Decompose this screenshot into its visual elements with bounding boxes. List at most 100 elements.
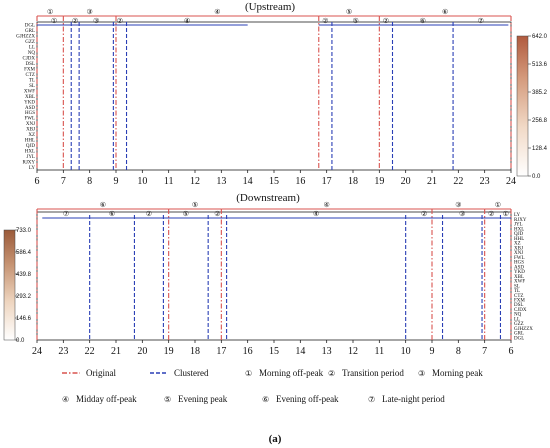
- station-label: XBL: [25, 95, 35, 100]
- station-label: XNJ: [514, 251, 523, 256]
- station-label: DGL: [25, 24, 35, 29]
- station-label: XBJ: [514, 246, 523, 251]
- x-tick-label: 22: [453, 176, 463, 187]
- legend-item: ⑥ Evening off-peak: [262, 394, 339, 404]
- station-label: RJXY: [514, 218, 527, 223]
- station-label: ASD: [514, 265, 524, 270]
- panel-label: (a): [269, 433, 282, 445]
- x-tick-label: 16: [295, 176, 305, 187]
- station-label: XZ: [514, 242, 521, 247]
- colorbar-tick-label: 733.0: [16, 228, 32, 234]
- x-tick-label: 22: [85, 346, 95, 357]
- station-label: CJDX: [514, 308, 527, 313]
- legend-item: ③ Morning peak: [418, 368, 483, 378]
- station-label: CTZ: [514, 294, 523, 299]
- station-label: XWF: [514, 280, 525, 285]
- station-label: GJHZZX: [16, 35, 35, 40]
- station-label: CJDX: [22, 56, 35, 61]
- original-period-label: ①: [47, 8, 53, 16]
- x-tick-label: 20: [137, 346, 147, 357]
- legend-item: ① Morning off-peak: [245, 368, 324, 378]
- colorbar-tick-label: 385.2: [532, 90, 548, 96]
- downstream-frame: [36, 211, 512, 341]
- x-tick-label: 21: [427, 176, 437, 187]
- clustered-period-label: ②: [117, 17, 123, 25]
- legend-label: Midday off-peak: [76, 394, 137, 404]
- station-label: JYL: [26, 155, 35, 160]
- x-tick-label: 8: [87, 176, 92, 187]
- clustered-period-label: ②: [421, 210, 427, 218]
- original-period-label: ⑥: [100, 201, 106, 209]
- upstream-station-labels: DGLGRLGJHZZXGZZLLNQCJDXDSLFXMCTZTLSLXWFX…: [16, 24, 35, 172]
- station-label: QJD: [26, 144, 36, 149]
- station-label: SL: [514, 284, 520, 289]
- x-tick-label: 17: [322, 176, 332, 187]
- legend-period-number: ⑥: [262, 395, 269, 404]
- colorbar-tick-label: 256.8: [532, 118, 548, 124]
- legend-label: Late-night period: [382, 394, 445, 404]
- station-label: XBJ: [26, 128, 35, 133]
- clustered-period-label: ②: [214, 210, 220, 218]
- station-label: LL: [514, 317, 520, 322]
- clustered-period-label: ⑤: [352, 17, 358, 25]
- clustered-period-label: ②: [383, 17, 389, 25]
- colorbar-tick-label: 586.4: [16, 250, 32, 256]
- legend-item: ⑦ Late-night period: [368, 394, 445, 404]
- station-label: ASD: [25, 106, 35, 111]
- x-tick-label: 15: [269, 176, 279, 187]
- colorbar-tick-label: 513.6: [532, 62, 548, 68]
- clustered-period-label: ④: [184, 17, 190, 25]
- x-tick-label: 12: [348, 346, 358, 357]
- clustered-period-label: ⑦: [63, 210, 69, 218]
- clustered-period-label: ⑦: [478, 17, 484, 25]
- x-tick-label: 21: [111, 346, 121, 357]
- x-tick-label: 10: [137, 176, 147, 187]
- original-period-label: ①: [495, 201, 501, 209]
- upstream-colorbar: 0.0 128.4 256.8 385.2 513.6 642.0: [516, 34, 548, 180]
- x-tick-label: 14: [295, 346, 305, 357]
- station-label: HXL: [514, 227, 524, 232]
- station-label: JYL: [514, 223, 523, 228]
- station-label: HGS: [25, 111, 35, 116]
- upstream-title: (Upstream): [245, 1, 295, 13]
- station-label: NQ: [28, 51, 36, 56]
- legend-label: Morning peak: [432, 368, 483, 378]
- upstream-boundaries: [36, 16, 512, 170]
- clustered-period-label: ⑥: [109, 210, 115, 218]
- station-label: RJXY: [22, 161, 35, 166]
- x-tick-label: 19: [374, 176, 384, 187]
- station-label: HGS: [514, 261, 524, 266]
- clustered-period-label: ⑤: [183, 210, 189, 218]
- clustered-period-label: ②: [146, 210, 152, 218]
- upstream-frame: [36, 21, 512, 171]
- station-label: FXM: [24, 67, 35, 72]
- legend: Original Clustered ① Morning off-peak ② Trans…: [62, 368, 483, 404]
- station-label: HXL: [25, 150, 35, 155]
- original-period-label: ③: [455, 201, 461, 209]
- x-tick-label: 23: [58, 346, 68, 357]
- legend-label: Transition period: [342, 368, 404, 378]
- x-tick-label: 24: [506, 176, 516, 187]
- clustered-period-label: ③: [459, 210, 465, 218]
- legend-period-number: ⑤: [164, 395, 171, 404]
- downstream-panel: (Downstream) LYRJXYJYLHXLQJDHHLXZXBJXNJF…: [3, 192, 533, 357]
- x-tick-label: 11: [375, 346, 385, 357]
- legend-label: Evening peak: [178, 394, 228, 404]
- original-period-label: ③: [87, 8, 93, 16]
- downstream-colorbar-ticks: 0.0 146.6 293.2 439.8 586.4 733.0: [15, 228, 32, 344]
- station-label: XWF: [24, 89, 35, 94]
- x-tick-label: 12: [190, 176, 200, 187]
- x-tick-label: 10: [401, 346, 411, 357]
- upstream-colorbar-scale: [516, 35, 529, 177]
- downstream-boundaries: [36, 209, 512, 340]
- x-tick-label: 7: [61, 176, 66, 187]
- original-period-label: ④: [324, 201, 330, 209]
- station-label: XNJ: [26, 122, 35, 127]
- legend-period-number: ①: [245, 369, 252, 378]
- station-label: XBL: [514, 275, 524, 280]
- x-tick-label: 9: [114, 176, 119, 187]
- station-label: GRL: [514, 332, 524, 337]
- clustered-period-label: ③: [93, 17, 99, 25]
- station-label: LY: [514, 213, 521, 218]
- station-label: DSL: [514, 303, 523, 308]
